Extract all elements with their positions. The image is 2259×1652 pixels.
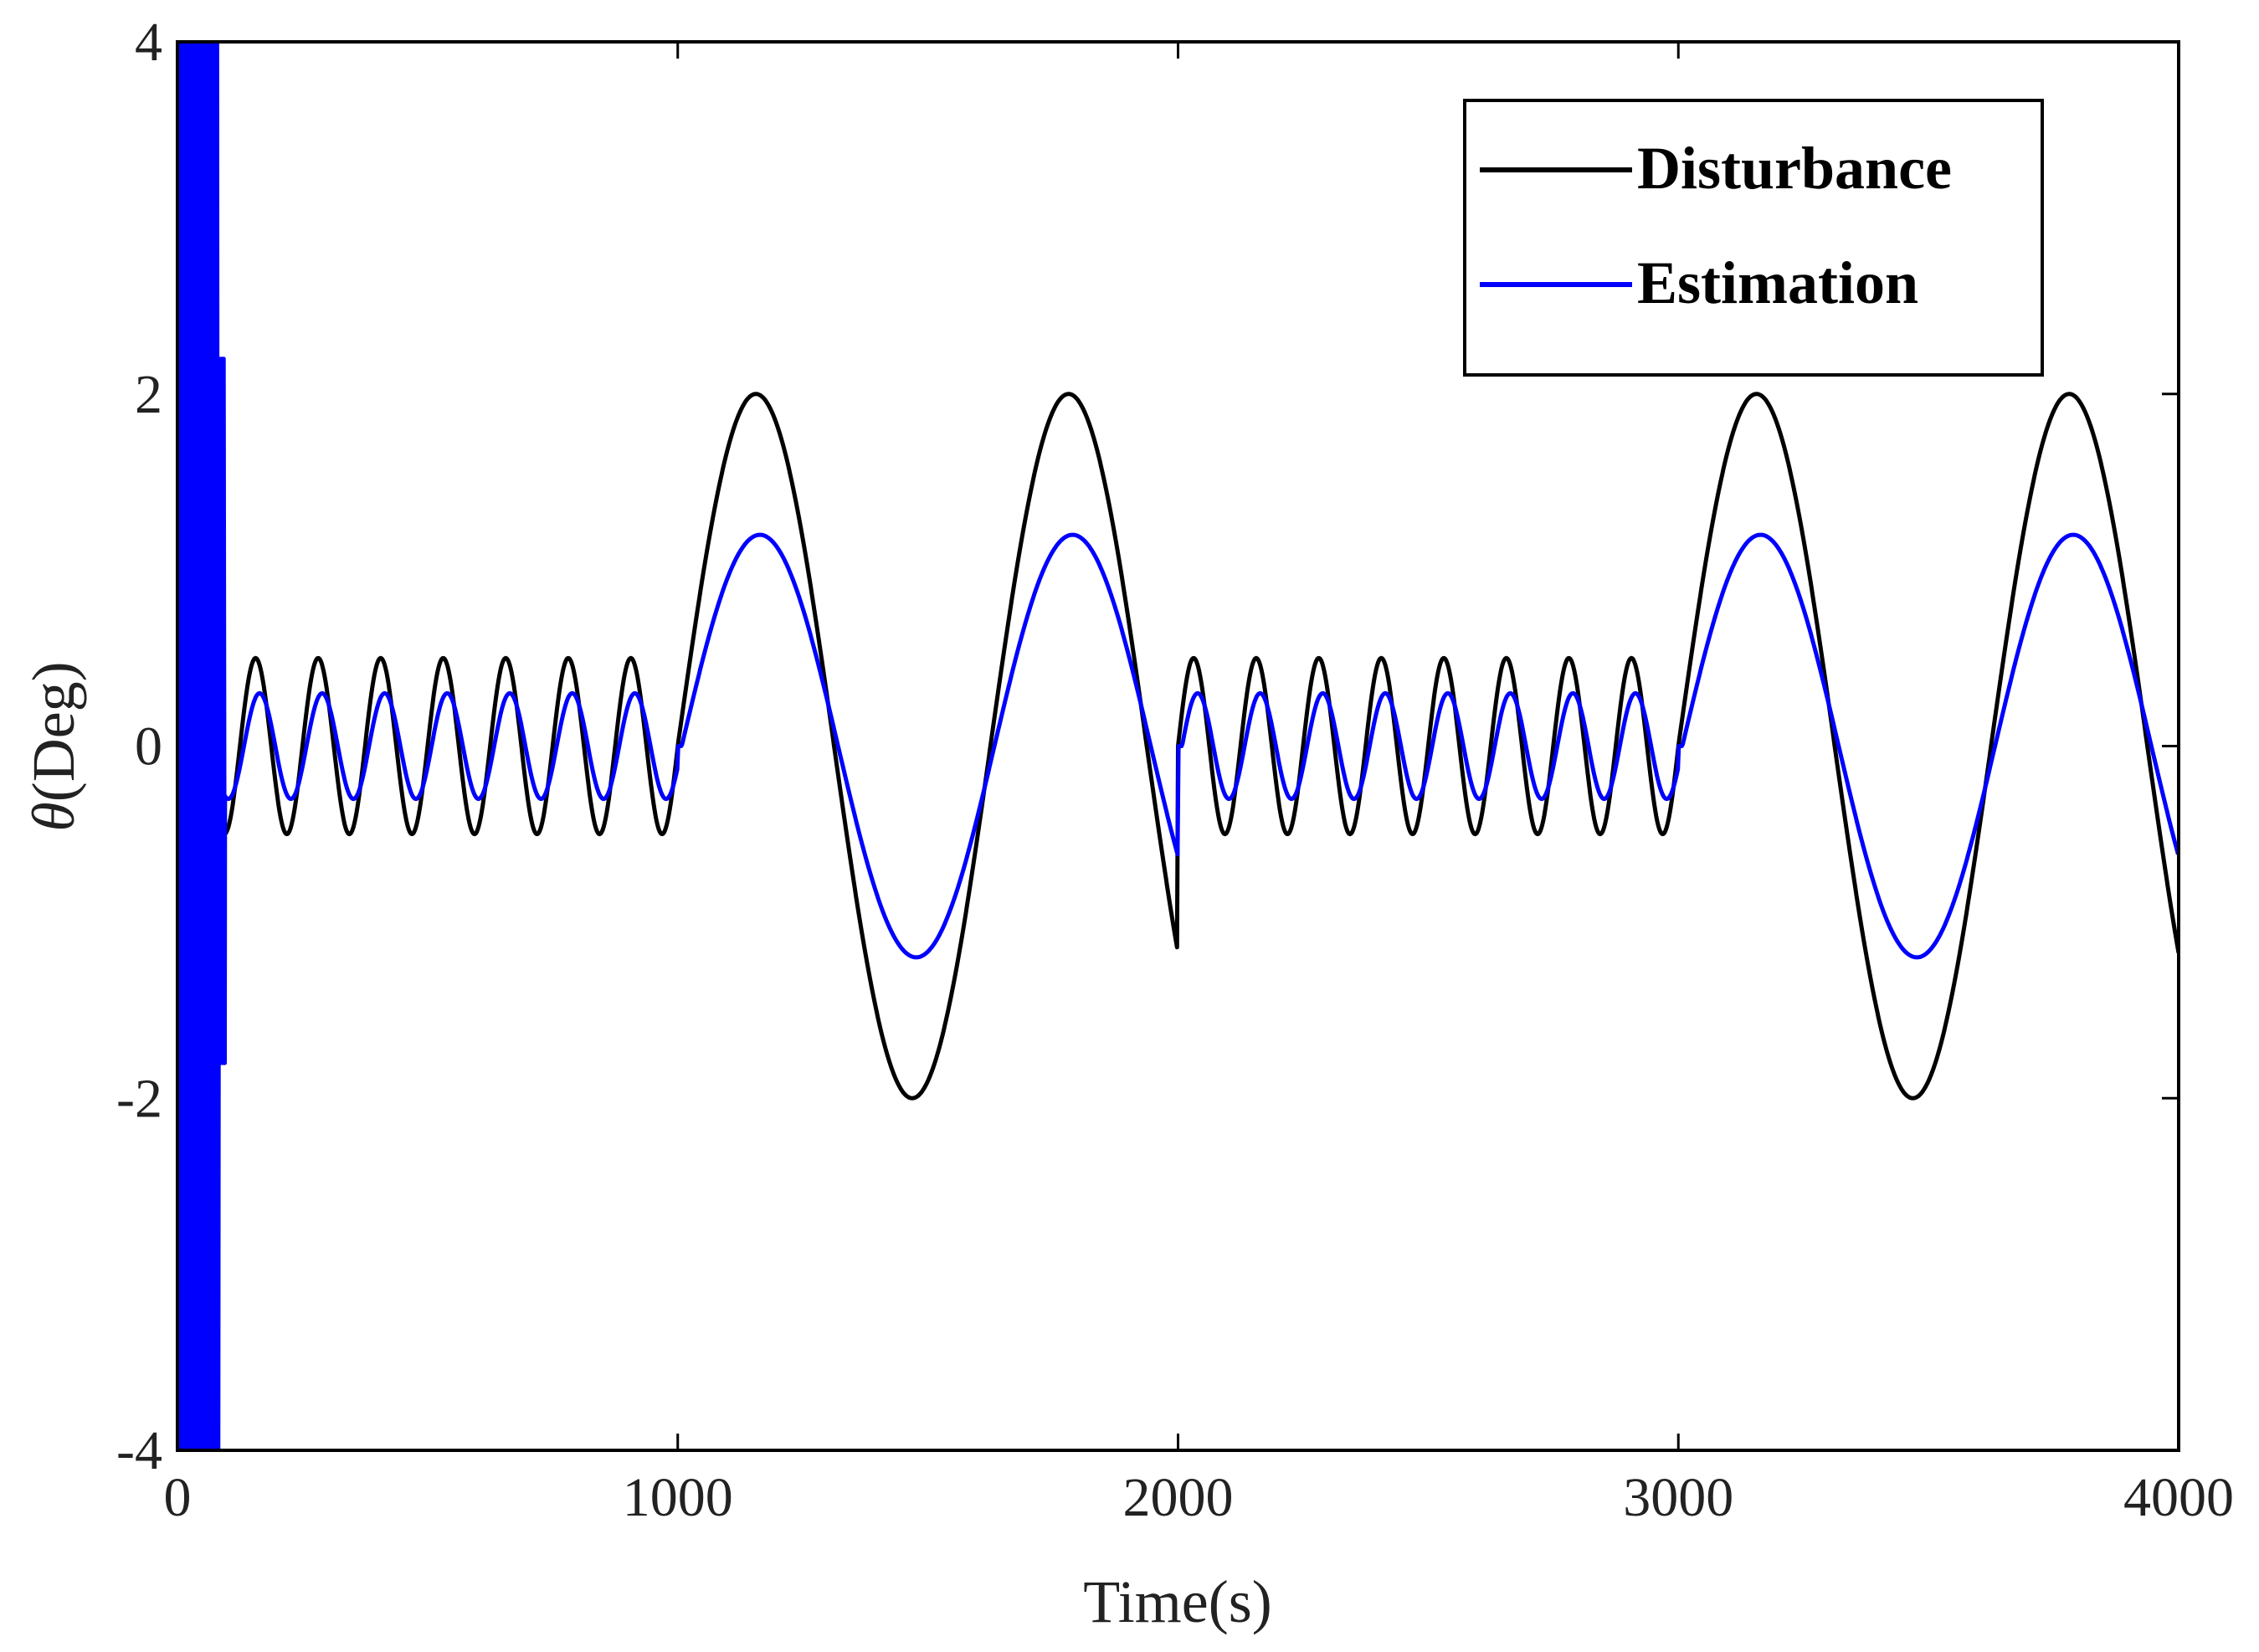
y-axis-symbol: θ (20, 802, 87, 831)
y-tick-label: 4 (135, 12, 162, 73)
x-tick-label: 2000 (1123, 1467, 1234, 1528)
x-tick-label: 3000 (1623, 1467, 1733, 1528)
legend-box (1463, 99, 2044, 377)
series-estimation-line (177, 42, 2179, 1450)
plot-frame (176, 40, 2180, 1452)
legend: Disturbance Estimation (1463, 99, 2044, 377)
legend-label-estimation: Estimation (1637, 249, 1918, 316)
legend-label-disturbance: Disturbance (1637, 135, 1952, 202)
y-tick-label: -4 (116, 1420, 162, 1481)
x-axis-title: Time(s) (1083, 1568, 1271, 1635)
x-tick-label: 4000 (2123, 1467, 2234, 1528)
y-tick-label: 0 (135, 716, 162, 777)
y-axis-title: θ(Deg) (20, 661, 87, 831)
ticks-layer: 0 1000 2000 3000 4000 -4 -2 0 2 4 (116, 12, 2234, 1528)
y-tick-label: -2 (116, 1068, 162, 1129)
x-tick-label: 0 (164, 1467, 192, 1528)
y-axis-unit: (Deg) (20, 661, 87, 802)
x-tick-label: 1000 (623, 1467, 733, 1528)
y-tick-label: 2 (135, 364, 162, 425)
